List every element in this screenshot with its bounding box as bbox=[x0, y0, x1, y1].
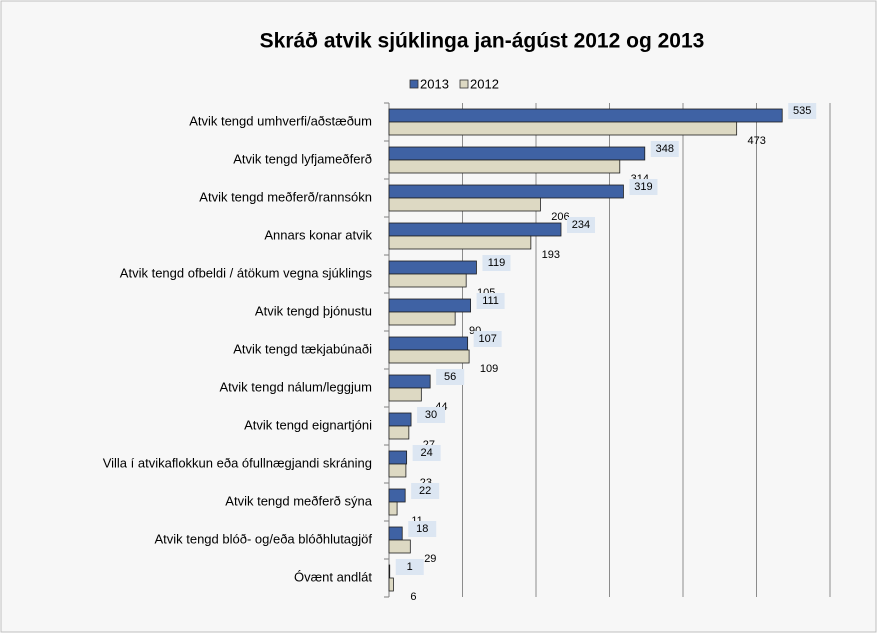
bar bbox=[388, 539, 411, 554]
bar bbox=[388, 298, 471, 313]
bar bbox=[388, 273, 467, 288]
bar bbox=[388, 311, 456, 326]
y-tick-label: Atvik tengd meðferð/rannsókn bbox=[199, 189, 372, 204]
value-label-bg bbox=[411, 483, 440, 499]
value-label: 6 bbox=[410, 591, 416, 603]
value-label: 107 bbox=[478, 333, 496, 345]
bar bbox=[388, 374, 431, 389]
y-tick-label: Atvik tengd nálum/leggjum bbox=[220, 379, 372, 394]
value-label: 111 bbox=[482, 295, 499, 307]
legend-label: 2012 bbox=[470, 76, 499, 91]
bar bbox=[388, 159, 621, 174]
value-label-bg bbox=[408, 521, 437, 537]
value-label: 22 bbox=[419, 485, 431, 497]
legend-swatch bbox=[409, 79, 419, 89]
value-label-bg bbox=[788, 103, 817, 119]
value-label: 535 bbox=[793, 105, 811, 117]
bar bbox=[388, 412, 412, 427]
bar bbox=[388, 501, 398, 516]
bar bbox=[388, 222, 562, 237]
value-label: 319 bbox=[634, 181, 652, 193]
bar bbox=[388, 349, 470, 364]
chart-title: Skráð atvik sjúklinga jan-ágúst 2012 og … bbox=[260, 30, 705, 53]
bar bbox=[388, 463, 407, 478]
bar bbox=[388, 197, 541, 212]
value-label-bg bbox=[566, 217, 595, 233]
value-label-bg bbox=[476, 293, 505, 309]
y-tick-label: Atvik tengd þjónustu bbox=[255, 303, 372, 318]
bar bbox=[388, 425, 410, 440]
y-tick-label: Atvik tengd lyfjameðferð bbox=[233, 151, 372, 166]
y-tick-label: Annars konar atvik bbox=[264, 227, 372, 242]
bar bbox=[388, 488, 406, 503]
y-tick-label: Atvik tengd umhverfi/aðstæðum bbox=[189, 113, 372, 128]
value-label-bg bbox=[629, 179, 658, 195]
legend-label: 2013 bbox=[420, 76, 449, 91]
y-tick-label: Atvik tengd meðferð sýna bbox=[225, 493, 372, 508]
value-label: 109 bbox=[480, 363, 498, 375]
bar bbox=[388, 260, 477, 275]
bar bbox=[388, 450, 408, 465]
legend-swatch bbox=[459, 79, 469, 89]
value-label: 234 bbox=[572, 219, 590, 231]
value-label-bg bbox=[417, 407, 446, 423]
value-label-bg bbox=[473, 331, 502, 347]
bar bbox=[388, 108, 783, 123]
value-label: 29 bbox=[424, 553, 436, 565]
value-label-bg bbox=[395, 559, 424, 575]
y-tick-label: Atvik tengd ofbeldi / átökum vegna sjúkl… bbox=[120, 265, 373, 280]
value-label-bg bbox=[650, 141, 679, 157]
bar bbox=[388, 235, 532, 250]
y-tick-label: Atvik tengd tækjabúnaði bbox=[233, 341, 372, 356]
value-label: 348 bbox=[656, 143, 674, 155]
value-label-bg bbox=[412, 445, 441, 461]
y-tick-label: Atvik tengd blóð- og/eða blóðhlutagjöf bbox=[154, 531, 372, 546]
value-label-bg bbox=[482, 255, 511, 271]
bar bbox=[388, 121, 738, 136]
value-label: 193 bbox=[542, 249, 560, 261]
value-label: 56 bbox=[444, 371, 456, 383]
value-label: 18 bbox=[416, 523, 428, 535]
value-label-bg bbox=[436, 369, 465, 385]
value-label: 119 bbox=[488, 257, 506, 269]
bar bbox=[388, 564, 391, 579]
value-label: 24 bbox=[421, 447, 433, 459]
bar bbox=[388, 387, 422, 402]
value-label: 473 bbox=[747, 135, 765, 147]
value-label: 30 bbox=[425, 409, 437, 421]
y-tick-label: Atvik tengd eignartjóni bbox=[244, 417, 372, 432]
y-tick-label: Villa í atvikaflokkun eða ófullnægjandi … bbox=[103, 455, 372, 470]
value-label: 11 bbox=[411, 515, 422, 527]
value-label: 206 bbox=[551, 211, 569, 223]
value-label: 1 bbox=[407, 561, 413, 573]
bar bbox=[388, 336, 469, 351]
bar bbox=[388, 526, 403, 541]
bar bbox=[388, 146, 646, 161]
y-tick-label: Óvænt andlát bbox=[294, 569, 372, 584]
bar bbox=[388, 577, 394, 592]
bar bbox=[388, 184, 624, 199]
